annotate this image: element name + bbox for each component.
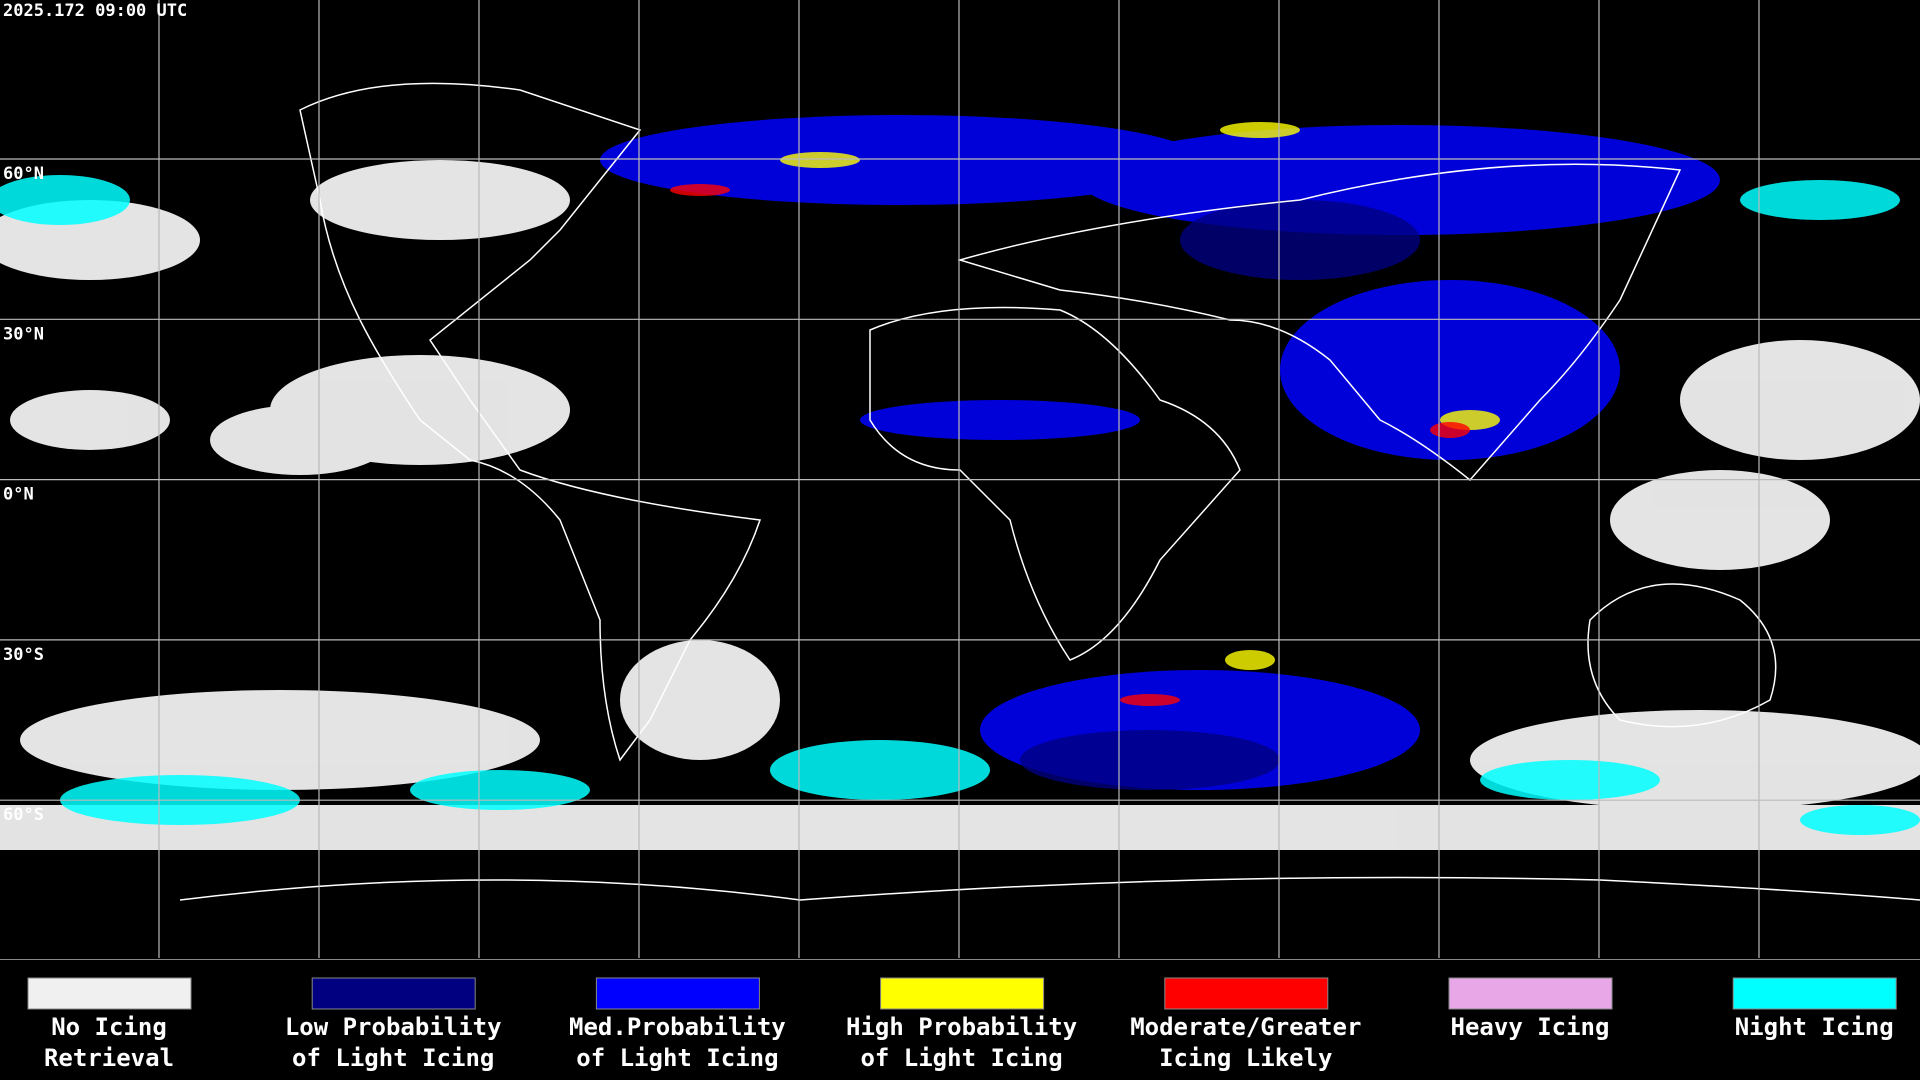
latitude-label: 30°S — [3, 645, 44, 665]
legend-label: Night Icing — [1735, 1013, 1894, 1041]
graticule — [0, 0, 1920, 958]
legend-label: No Icing — [51, 1013, 167, 1041]
legend-label: Med.Probability — [569, 1013, 786, 1041]
legend-label: Icing Likely — [1159, 1044, 1332, 1072]
map-border — [0, 959, 1920, 960]
legend-swatch — [1732, 977, 1897, 1010]
legend-swatch — [880, 977, 1045, 1010]
legend-swatch — [1448, 977, 1613, 1010]
legend-label: Heavy Icing — [1451, 1013, 1610, 1041]
legend-swatch — [27, 977, 192, 1010]
legend-swatch — [595, 977, 760, 1010]
latitude-labels: 60°N 30°N 0°N 30°S 60°S — [3, 164, 44, 825]
legend-label: High Probability — [846, 1013, 1077, 1041]
map-imagery — [0, 82, 1920, 901]
legend-label: of Light Icing — [576, 1044, 778, 1072]
latitude-label: 60°S — [3, 805, 44, 825]
latitude-label: 0°N — [3, 485, 34, 505]
legend-label: Retrieval — [44, 1044, 174, 1072]
latitude-label: 60°N — [3, 164, 44, 184]
legend: No Icing Retrieval Low Probability of Light… — [27, 977, 1897, 1072]
legend-label: of Light Icing — [860, 1044, 1062, 1072]
latitude-label: 30°N — [3, 324, 44, 344]
legend-label: Low Probability — [285, 1013, 502, 1041]
legend-label: Moderate/Greater — [1130, 1013, 1361, 1041]
timestamp: 2025.172 09:00 UTC — [3, 1, 187, 21]
legend-swatch — [1164, 977, 1329, 1010]
legend-label: of Light Icing — [292, 1044, 494, 1072]
legend-swatch — [311, 977, 476, 1010]
